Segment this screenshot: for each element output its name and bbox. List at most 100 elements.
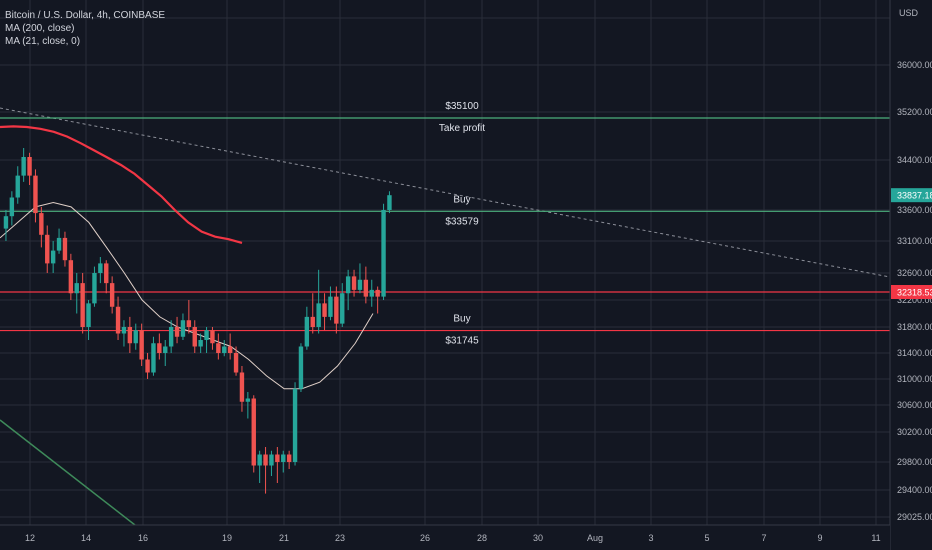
time-tick-label: 21 [279,533,289,543]
dashed-trendline[interactable] [0,107,891,278]
candle-body [163,346,168,353]
price-tick-label: 35200.00 [897,107,932,117]
downtrend-line[interactable] [0,419,136,526]
candle [216,333,221,360]
ma21-line [0,201,374,390]
candle-body [375,289,380,297]
ma21-legend[interactable]: MA (21, close, 0) [5,36,81,47]
candle [269,450,274,476]
candle-body [328,296,333,317]
candle [68,253,74,300]
candle-body [56,237,62,251]
candle [227,333,233,360]
candle-body [281,454,286,462]
candle-body [216,343,221,353]
candle [369,279,374,307]
price-tick-label: 31000.00 [897,374,932,384]
candle [375,286,380,314]
candle-body [357,279,363,290]
price-tick-label: 29025.00 [897,512,932,522]
candle [86,300,91,340]
candle [210,327,215,350]
time-tick-label: 5 [704,533,709,543]
candle [56,228,62,254]
price-tick-label: 33100.00 [897,236,932,246]
candle-body [222,346,227,353]
price-tick-label: 31400.00 [897,348,932,358]
candle [139,323,144,366]
candle [322,293,327,331]
candle-body [345,276,351,294]
time-tick-label: 3 [648,533,653,543]
candle-body [9,197,15,217]
candle-body [257,454,262,466]
price-tick-label: 32600.00 [897,268,932,278]
time-tick-label: 19 [222,533,232,543]
candle-body [74,283,79,294]
candle [157,333,162,360]
candle [310,293,315,334]
level-label-above: Buy [453,194,470,205]
price-tag[interactable] [891,188,932,203]
candle [3,210,9,241]
price-axis[interactable]: USD 36000.00 35200.00 34400.00 33600.00 33100… [889,0,932,550]
candle-body [15,175,20,198]
candle-body [210,330,215,344]
price-tag-label: 33837.18 [897,191,932,201]
price-axis-background [890,0,932,550]
candle-body [198,340,203,347]
price-tick-label: 34400.00 [897,155,932,165]
candle [257,450,262,483]
price-tick-label: 33600.00 [897,205,932,215]
candle [180,313,186,340]
candle [33,169,38,223]
time-axis-background [0,525,890,550]
candle [127,316,133,353]
horizontal-levels[interactable] [0,117,890,332]
candle-body [109,283,115,307]
candle [39,206,44,248]
time-tick-label: 16 [138,533,148,543]
candle-body [322,303,327,317]
candle-body [251,398,256,466]
symbol-title[interactable]: Bitcoin / U.S. Dollar, 4h, COINBASE [5,10,166,21]
candle [281,450,286,473]
candle-body [39,213,44,235]
price-tag[interactable] [891,284,932,299]
candle [45,225,50,273]
candle-body [286,454,292,462]
candle [275,447,280,483]
candle [9,191,15,226]
candle [239,366,245,412]
candle-body [239,372,245,402]
candle-body [245,398,251,402]
level-labels: $35100 Take profit Buy $33579 Buy $31745 [439,101,485,347]
candle [27,152,32,185]
time-tick-label: 23 [335,533,345,543]
candle-body [369,289,374,297]
candle-body [310,316,315,327]
candle-body [80,283,85,327]
candle-body [269,454,274,466]
candle-body [98,263,103,273]
candle [115,296,121,340]
currency-label: USD [899,8,919,18]
candle-body [62,237,68,261]
ma200-legend[interactable]: MA (200, close) [5,23,75,34]
candle-body [33,175,38,214]
candle [98,257,103,284]
candle-body [381,210,386,297]
chart-grid [0,0,890,525]
time-axis[interactable]: 12 14 16 19 21 23 26 28 30 Aug 3 5 7 9 11 [0,524,890,550]
candle-body [157,343,162,353]
time-tick-label: 7 [761,533,766,543]
level-label-below: $31745 [445,336,479,347]
candle [233,346,239,376]
candle [145,353,150,379]
price-tick-label: 36000.00 [897,60,932,70]
candle-body [168,327,174,347]
candle [151,336,156,376]
candle [133,323,138,350]
price-tick-label: 30600.00 [897,400,932,410]
